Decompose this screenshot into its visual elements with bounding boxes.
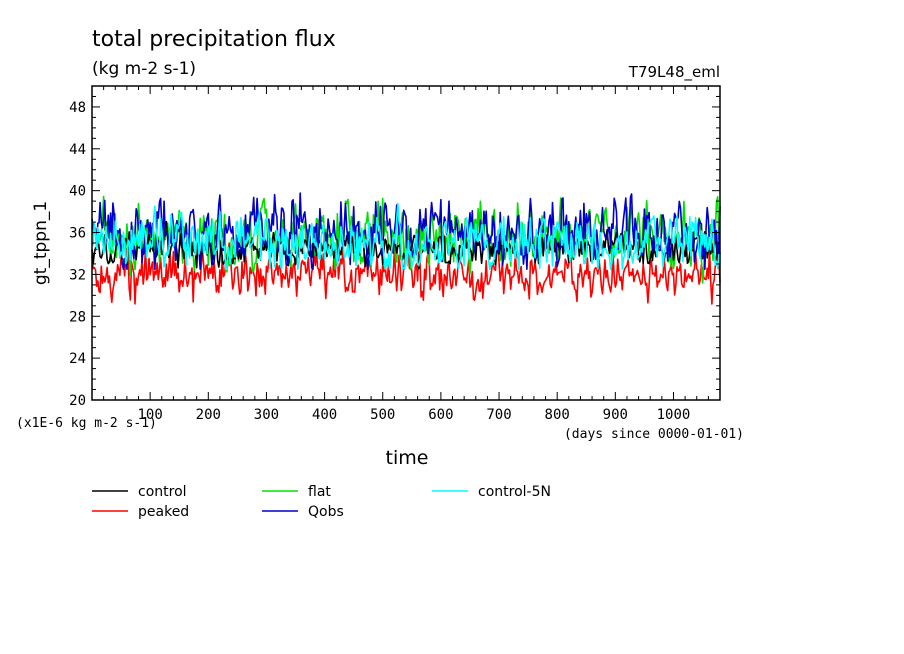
chart-title: total precipitation flux [92, 27, 336, 52]
y-scale-note: (x1E-6 kg m-2 s-1) [16, 416, 157, 431]
legend-label-Qobs: Qobs [308, 504, 344, 520]
x-tick-label: 900 [603, 407, 628, 423]
x-tick-label: 200 [196, 407, 221, 423]
legend: control peaked flat Qobs control-5N [92, 484, 551, 520]
y-tick-label: 40 [69, 184, 86, 200]
y-tick-label: 36 [69, 226, 86, 242]
x-axis-label: time [386, 447, 429, 469]
x-tick-label: 800 [545, 407, 570, 423]
x-tick-label: 700 [486, 407, 511, 423]
y-tick-label: 20 [69, 393, 86, 409]
legend-label-peaked: peaked [138, 504, 189, 520]
x-tick-label: 400 [312, 407, 337, 423]
x-tick-label: 1000 [657, 407, 691, 423]
legend-label-control: control [138, 484, 187, 500]
y-tick-label: 48 [69, 100, 86, 116]
x-units-label: (days since 0000-01-01) [564, 427, 744, 442]
y-tick-label: 24 [69, 351, 86, 367]
series-line-control-5N [91, 202, 721, 271]
x-tick-label: 300 [254, 407, 279, 423]
x-tick-label: 500 [370, 407, 395, 423]
x-tick-label: 600 [428, 407, 453, 423]
x-tick-label: 100 [137, 407, 162, 423]
axes-layer: 20 24 28 32 36 40 44 48 100 200 300 400 500 600 700 800… [69, 85, 720, 423]
legend-label-control-5N: control-5N [478, 484, 551, 500]
y-tick-label: 28 [69, 309, 86, 325]
y-axis-label: gt_tppn_1 [31, 201, 51, 285]
y-tick-label: 32 [69, 267, 86, 283]
chart-subtitle: (kg m-2 s-1) [92, 59, 196, 79]
series-layer [91, 192, 721, 305]
legend-label-flat: flat [308, 484, 331, 500]
y-tick-label: 44 [69, 142, 86, 158]
run-label: T79L48_eml [628, 63, 720, 82]
